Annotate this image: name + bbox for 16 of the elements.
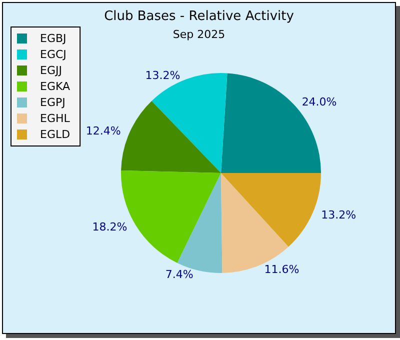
data-label: 12.4% <box>86 124 121 138</box>
legend-label: EGPJ <box>40 96 66 109</box>
legend-label: EGHL <box>40 112 71 125</box>
legend-label: EGKA <box>40 80 70 93</box>
legend-label: EGJJ <box>40 64 62 77</box>
legend-label: EGLD <box>40 128 70 141</box>
chart-title: Club Bases - Relative Activity <box>104 9 294 24</box>
data-label: 7.4% <box>165 268 194 281</box>
data-label: 13.2% <box>321 208 356 222</box>
data-label: 13.2% <box>145 68 180 82</box>
legend-label: EGCJ <box>40 48 66 61</box>
legend-label: EGBJ <box>40 32 66 45</box>
data-label: 11.6% <box>264 263 300 276</box>
data-label: 24.0% <box>302 95 337 108</box>
data-label: 18.2% <box>92 220 128 234</box>
chart-subtitle: Sep 2025 <box>172 28 226 41</box>
